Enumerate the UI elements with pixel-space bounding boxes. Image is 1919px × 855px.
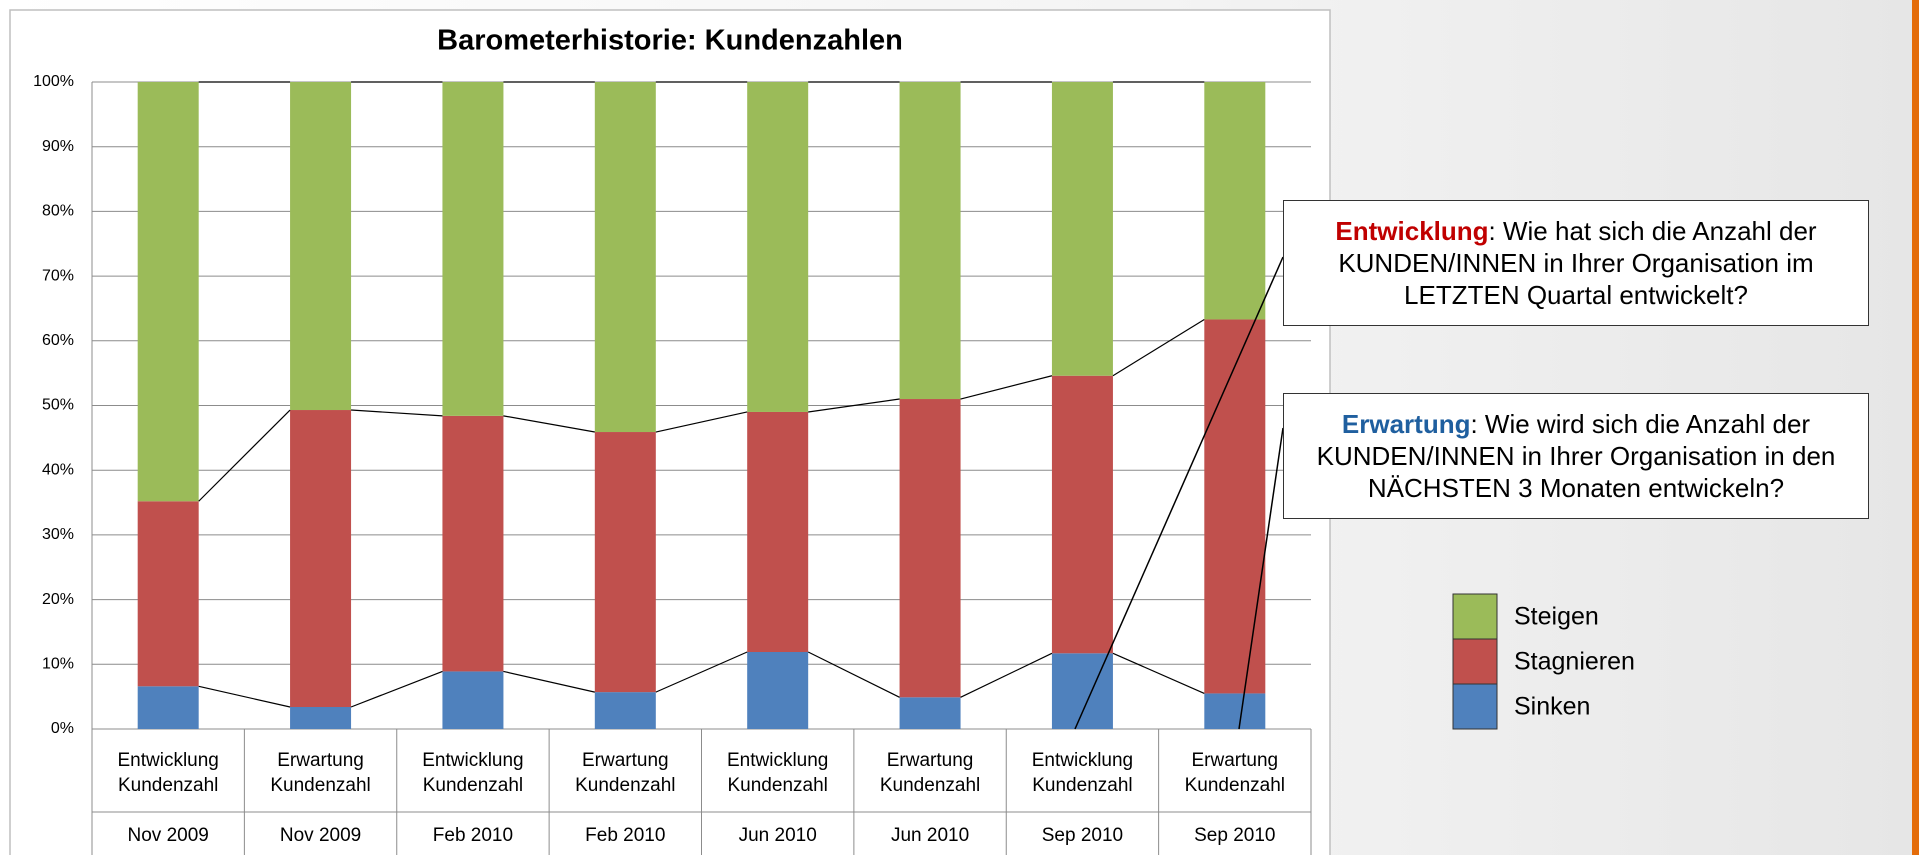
annotation-keyword: Entwicklung	[1335, 216, 1489, 246]
y-tick-label: 0%	[51, 720, 74, 737]
bar-segment	[137, 686, 199, 729]
annotation: Erwartung: Wie wird sich die Anzahl der …	[1302, 408, 1850, 504]
x-tick-label: Kundenzahl	[1032, 775, 1132, 796]
bar-segment	[442, 415, 504, 672]
bar-segment	[1051, 375, 1113, 654]
callout-line	[1238, 427, 1284, 730]
bar-segment	[1204, 693, 1266, 729]
period-label: Jun 2010	[891, 825, 969, 846]
chart-frame	[9, 9, 1331, 855]
annotation-text: : Wie hat sich die Anzahl der KUNDEN/INN…	[1338, 216, 1817, 310]
y-tick-label: 10%	[42, 656, 74, 673]
legend-swatch	[1452, 593, 1498, 640]
bar-segment	[1204, 319, 1266, 694]
x-tick-label: Erwartung	[277, 750, 364, 771]
x-tick-label: Entwicklung	[727, 750, 828, 771]
x-tick-label: Erwartung	[582, 750, 669, 771]
x-tick-label: Kundenzahl	[270, 775, 370, 796]
period-label: Nov 2009	[280, 825, 361, 846]
series-line	[198, 409, 291, 502]
period-label: Sep 2010	[1042, 825, 1123, 846]
bar-segment	[137, 82, 199, 502]
bar-segment	[594, 82, 656, 433]
series-line	[503, 670, 595, 693]
series-line	[503, 415, 595, 433]
legend-label: Sinken	[1514, 693, 1590, 721]
series-line	[350, 670, 443, 708]
series-line	[655, 651, 748, 693]
legend-label: Stagnieren	[1514, 648, 1635, 676]
legend-swatch	[1452, 638, 1498, 685]
period-label: Jun 2010	[739, 825, 817, 846]
annotation: Entwicklung: Wie hat sich die Anzahl der…	[1302, 215, 1850, 311]
series-line	[807, 651, 900, 698]
y-tick-label: 50%	[42, 397, 74, 414]
bar-segment	[1204, 82, 1266, 320]
period-label: Feb 2010	[433, 825, 513, 846]
x-tick-label: Kundenzahl	[575, 775, 675, 796]
y-tick-label: 60%	[42, 332, 74, 349]
bar-segment	[1051, 82, 1113, 376]
annotation-box: Entwicklung: Wie hat sich die Anzahl der…	[1283, 200, 1869, 326]
period-label: Feb 2010	[585, 825, 665, 846]
annotation-keyword: Erwartung	[1341, 409, 1471, 439]
series-line	[808, 398, 900, 413]
bar-segment	[594, 432, 656, 693]
bar-segment	[290, 410, 352, 708]
y-tick-label: 20%	[42, 591, 74, 608]
chart-title: Barometerhistorie: Kundenzahlen	[437, 25, 903, 57]
y-tick-label: 100%	[33, 73, 74, 90]
x-tick-label: Entwicklung	[1032, 750, 1133, 771]
y-tick-label: 80%	[42, 203, 74, 220]
bar-segment	[594, 692, 656, 729]
annotation-box: Erwartung: Wie wird sich die Anzahl der …	[1283, 393, 1869, 519]
bar-segment	[747, 411, 809, 653]
bar-segment	[442, 82, 504, 416]
bar-segment	[290, 82, 352, 411]
series-line	[198, 685, 291, 708]
series-line	[351, 409, 443, 417]
bar-segment	[899, 399, 961, 698]
x-tick-label: Kundenzahl	[423, 775, 523, 796]
x-tick-label: Erwartung	[887, 750, 974, 771]
period-label: Nov 2009	[128, 825, 209, 846]
x-tick-label: Erwartung	[1192, 750, 1279, 771]
series-line	[960, 652, 1053, 698]
x-tick-label: Kundenzahl	[118, 775, 218, 796]
bar-segment	[442, 671, 504, 729]
series-line	[1112, 652, 1205, 694]
bar-segment	[290, 707, 352, 729]
x-tick-label: Kundenzahl	[1185, 775, 1285, 796]
orange-stripe	[1912, 0, 1919, 855]
bar-segment	[747, 82, 809, 412]
x-tick-label: Kundenzahl	[880, 775, 980, 796]
y-tick-label: 30%	[42, 526, 74, 543]
series-line	[960, 375, 1053, 400]
y-tick-label: 90%	[42, 138, 74, 155]
callout-line	[1074, 256, 1284, 730]
annotation-text: : Wie wird sich die Anzahl der KUNDEN/IN…	[1316, 409, 1836, 503]
y-tick-label: 40%	[42, 461, 74, 478]
series-line	[655, 411, 748, 433]
legend-label: Steigen	[1514, 603, 1599, 631]
y-tick-label: 70%	[42, 267, 74, 284]
bar-segment	[899, 697, 961, 729]
period-label: Sep 2010	[1194, 825, 1275, 846]
series-line	[1112, 318, 1205, 377]
legend-swatch	[1452, 683, 1498, 730]
bar-segment	[747, 652, 809, 729]
x-tick-label: Entwicklung	[117, 750, 218, 771]
x-tick-label: Entwicklung	[422, 750, 523, 771]
bar-segment	[137, 501, 199, 687]
bar-segment	[899, 82, 961, 400]
x-tick-label: Kundenzahl	[728, 775, 828, 796]
